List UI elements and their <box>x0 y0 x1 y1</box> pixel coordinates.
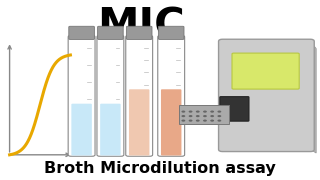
Circle shape <box>218 111 221 113</box>
Text: MIC: MIC <box>97 5 185 47</box>
Circle shape <box>189 120 192 122</box>
FancyBboxPatch shape <box>126 35 153 156</box>
Circle shape <box>203 111 207 113</box>
FancyBboxPatch shape <box>98 26 123 39</box>
Text: Broth Microdilution assay: Broth Microdilution assay <box>44 161 276 176</box>
FancyBboxPatch shape <box>161 89 181 156</box>
FancyBboxPatch shape <box>129 89 149 156</box>
Circle shape <box>203 115 207 117</box>
Circle shape <box>218 120 221 122</box>
Circle shape <box>210 120 214 122</box>
FancyBboxPatch shape <box>158 35 185 156</box>
FancyBboxPatch shape <box>126 26 152 39</box>
FancyBboxPatch shape <box>232 53 299 89</box>
Circle shape <box>181 120 185 122</box>
Circle shape <box>181 115 185 117</box>
Circle shape <box>196 115 200 117</box>
FancyBboxPatch shape <box>220 97 249 121</box>
Circle shape <box>189 111 192 113</box>
Polygon shape <box>310 41 316 153</box>
FancyBboxPatch shape <box>71 104 92 156</box>
FancyBboxPatch shape <box>158 26 184 39</box>
Circle shape <box>196 111 200 113</box>
Circle shape <box>181 111 185 113</box>
FancyBboxPatch shape <box>219 39 314 152</box>
FancyBboxPatch shape <box>69 26 94 39</box>
FancyBboxPatch shape <box>97 35 124 156</box>
Circle shape <box>196 120 200 122</box>
Circle shape <box>210 111 214 113</box>
Circle shape <box>189 115 192 117</box>
FancyBboxPatch shape <box>179 105 229 124</box>
Circle shape <box>203 120 207 122</box>
FancyBboxPatch shape <box>100 104 121 156</box>
FancyBboxPatch shape <box>68 35 95 156</box>
Circle shape <box>210 115 214 117</box>
Circle shape <box>218 115 221 117</box>
